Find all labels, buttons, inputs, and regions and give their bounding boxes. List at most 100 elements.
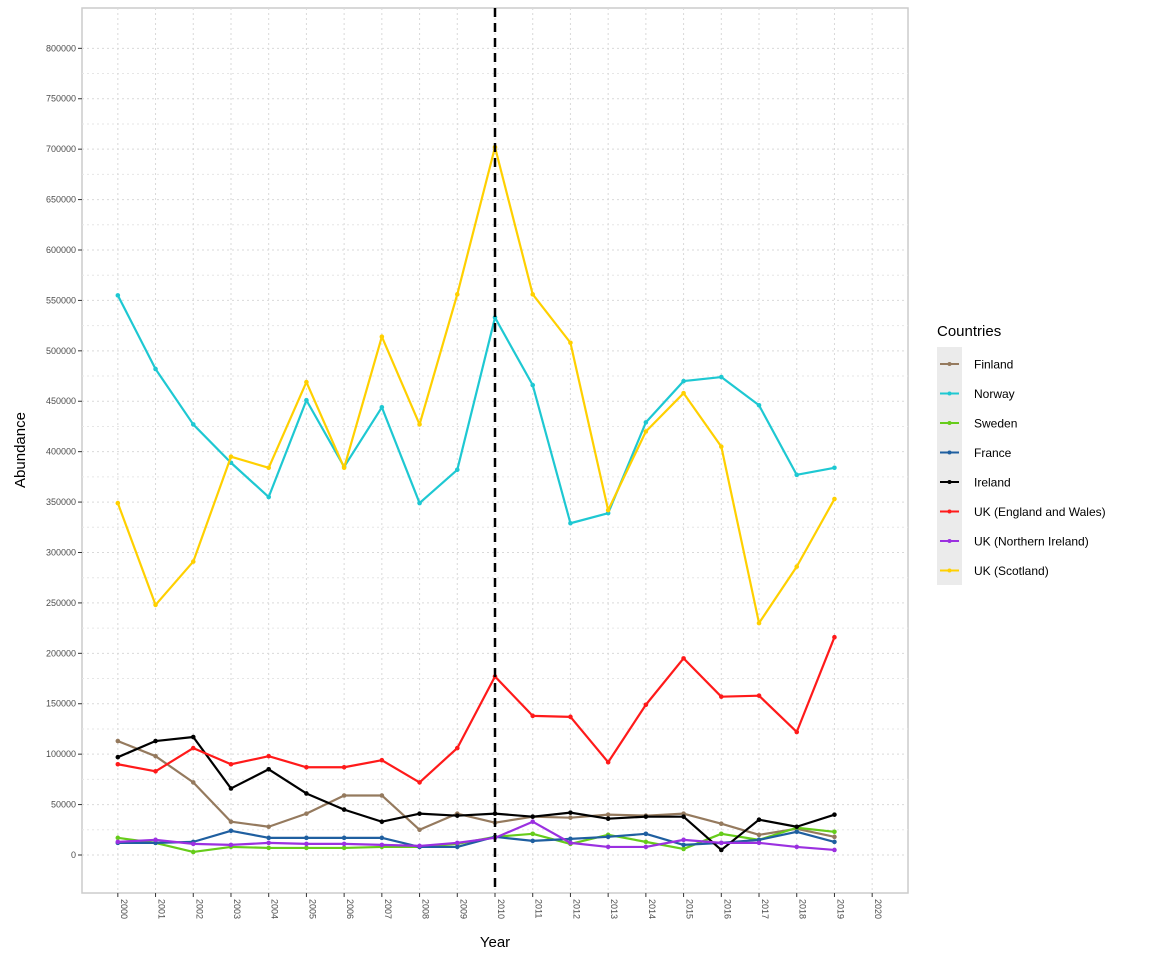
data-point-sweden: [266, 845, 271, 851]
legend-key-background: [937, 347, 962, 585]
data-point-uk-scotland: [643, 429, 649, 434]
y-tick-label: 400000: [46, 447, 76, 457]
data-point-ireland: [794, 824, 800, 830]
data-point-uk-northern-ireland: [794, 844, 800, 850]
data-point-norway: [643, 420, 649, 425]
data-point-ireland: [643, 814, 649, 819]
y-tick-label: 150000: [46, 699, 76, 709]
data-point-ireland: [417, 811, 422, 816]
data-point-norway: [417, 500, 422, 506]
x-tick-label: 2015: [685, 899, 695, 919]
data-point-uk-scotland: [304, 379, 309, 385]
data-point-uk-england-and-wales: [417, 780, 422, 785]
data-point-uk-northern-ireland: [568, 840, 573, 846]
data-point-uk-england-and-wales: [266, 753, 271, 759]
data-point-uk-england-and-wales: [568, 714, 573, 720]
data-point-uk-northern-ireland: [266, 840, 271, 846]
legend: Countries Finland Norway Sweden France Irela…: [937, 323, 1106, 585]
data-point-uk-england-and-wales: [681, 656, 686, 661]
data-point-uk-england-and-wales: [341, 764, 347, 770]
data-point-france: [454, 844, 460, 850]
series-line-uk-northern-ireland: [117, 820, 835, 852]
data-point-uk-northern-ireland: [530, 819, 536, 825]
data-point-finland: [568, 815, 573, 820]
data-point-norway: [681, 378, 686, 384]
data-point-uk-northern-ireland: [681, 837, 686, 843]
data-point-uk-england-and-wales: [794, 729, 800, 735]
data-point-france: [794, 829, 800, 835]
legend-item-uk-northern-ireland: UK (Northern Ireland): [940, 535, 1089, 549]
data-point-finland: [417, 827, 422, 833]
y-tick-label: 50000: [51, 800, 76, 810]
y-axis-title: Abundance: [12, 412, 29, 488]
data-point-uk-scotland: [605, 507, 611, 513]
data-point-uk-england-and-wales: [115, 761, 121, 767]
data-point-france: [266, 835, 271, 841]
data-point-norway: [794, 472, 800, 478]
legend-item-ireland: Ireland: [940, 476, 1011, 490]
y-tick-label: 650000: [46, 195, 76, 205]
data-point-uk-england-and-wales: [190, 745, 196, 751]
legend-key-point: [947, 391, 952, 396]
data-point-sweden: [341, 845, 347, 851]
data-point-uk-england-and-wales: [832, 634, 837, 640]
x-tick-label: 2002: [194, 899, 204, 919]
legend-item-france: France: [940, 446, 1012, 460]
data-point-sweden: [681, 846, 686, 852]
data-point-sweden: [719, 831, 724, 837]
x-tick-label: 2006: [345, 899, 355, 919]
data-point-uk-scotland: [266, 465, 271, 471]
data-point-uk-england-and-wales: [304, 764, 309, 770]
data-point-france: [568, 836, 573, 842]
data-point-uk-scotland: [379, 334, 385, 340]
legend-item-norway: Norway: [940, 387, 1015, 401]
data-point-finland: [379, 793, 385, 798]
data-point-ireland: [228, 786, 234, 791]
data-point-sweden: [304, 845, 309, 851]
legend-title: Countries: [937, 323, 1001, 340]
data-point-france: [832, 839, 837, 845]
data-point-ireland: [341, 807, 347, 812]
data-point-uk-scotland: [228, 454, 234, 460]
data-point-ireland: [492, 811, 498, 816]
data-point-france: [304, 835, 309, 841]
y-tick-label: 200000: [46, 648, 76, 658]
data-point-ireland: [266, 766, 271, 772]
legend-key-point: [947, 450, 952, 455]
data-point-uk-scotland: [568, 340, 573, 346]
data-point-uk-northern-ireland: [341, 841, 347, 847]
legend-key-point: [947, 509, 952, 514]
data-point-france: [228, 828, 234, 834]
data-point-uk-england-and-wales: [605, 759, 611, 765]
x-tick-label: 2012: [571, 899, 581, 919]
data-point-sweden: [643, 839, 649, 845]
series-line-finland: [117, 740, 835, 838]
data-point-sweden: [115, 835, 121, 841]
x-tick-label: 2013: [609, 899, 619, 919]
data-point-ireland: [379, 819, 385, 825]
legend-label: UK (Scotland): [974, 564, 1049, 578]
y-tick-label: 300000: [46, 547, 76, 557]
data-point-norway: [530, 382, 536, 388]
data-point-sweden: [190, 849, 196, 855]
x-tick-label: 2000: [119, 899, 129, 919]
data-point-france: [681, 842, 686, 848]
data-point-finland: [115, 738, 121, 744]
series-line-norway: [116, 294, 835, 525]
y-tick-label: 500000: [46, 346, 76, 356]
x-tick-label: 2010: [496, 899, 506, 919]
data-point-uk-northern-ireland: [832, 847, 837, 853]
y-tick-label: 600000: [46, 245, 76, 255]
data-point-finland: [832, 834, 837, 840]
data-point-ireland: [304, 791, 309, 796]
data-point-uk-england-and-wales: [643, 702, 649, 708]
legend-item-finland: Finland: [940, 358, 1013, 372]
legend-item-uk-scotland: UK (Scotland): [940, 564, 1049, 578]
x-tick-label: 2007: [383, 899, 393, 919]
legend-label: Finland: [974, 358, 1013, 372]
data-point-norway: [454, 467, 460, 473]
series-uk-scotland: [115, 144, 837, 626]
data-point-norway: [115, 293, 121, 298]
data-point-norway: [719, 374, 724, 380]
